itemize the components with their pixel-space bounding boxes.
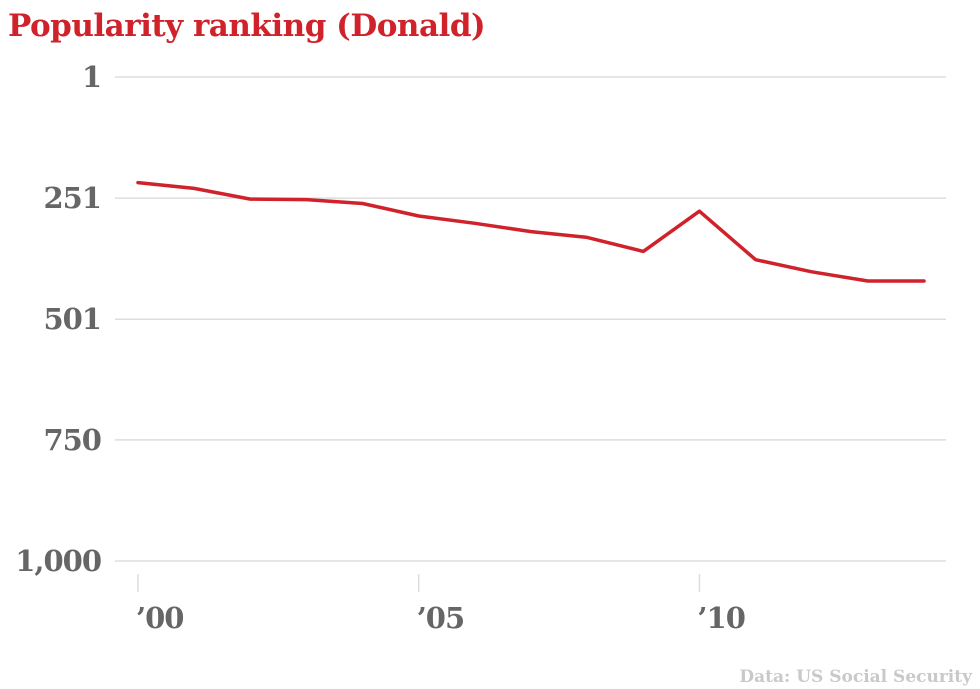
series-group bbox=[136, 180, 926, 283]
x-tick-label: ’05 bbox=[417, 601, 464, 635]
y-tick-label: 501 bbox=[43, 302, 101, 336]
x-tick-labels: ’00 ’05 ’10 bbox=[136, 601, 746, 635]
y-tick-label: 1 bbox=[82, 60, 101, 94]
y-tick-label: 251 bbox=[43, 181, 101, 215]
gridlines bbox=[115, 76, 946, 562]
source-note: Data: US Social Security bbox=[739, 667, 972, 687]
y-tick-labels: 1 251 501 750 1,000 bbox=[15, 60, 102, 578]
x-tick-marks bbox=[137, 574, 701, 592]
y-tick-label: 1,000 bbox=[15, 544, 101, 578]
chart-title: Popularity ranking (Donald) bbox=[8, 8, 486, 44]
y-tick-label: 750 bbox=[43, 423, 101, 457]
series-line bbox=[136, 180, 926, 283]
x-tick-label: ’10 bbox=[697, 601, 744, 635]
x-tick-label: ’00 bbox=[136, 601, 183, 635]
